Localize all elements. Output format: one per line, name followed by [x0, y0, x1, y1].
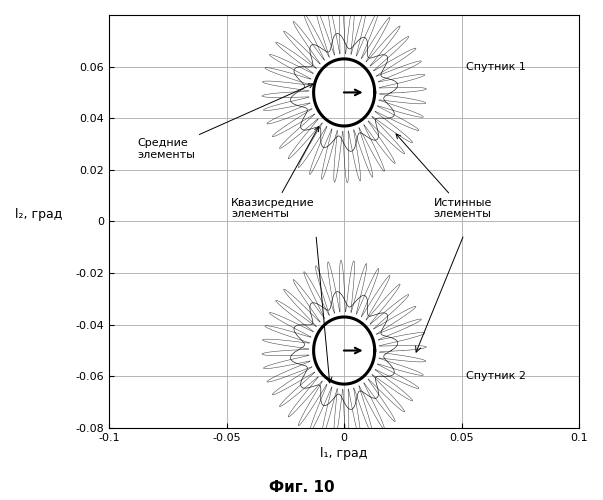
Text: Фиг. 10: Фиг. 10	[269, 480, 334, 495]
Y-axis label: l₂, град: l₂, град	[14, 208, 62, 222]
X-axis label: l₁, град: l₁, град	[320, 447, 368, 460]
Text: Спутник 2: Спутник 2	[466, 372, 526, 382]
Text: Спутник 1: Спутник 1	[466, 62, 526, 72]
Text: Средние
элементы: Средние элементы	[137, 84, 313, 160]
Text: Квазисредние
элементы: Квазисредние элементы	[232, 127, 319, 220]
Text: Истинные
элементы: Истинные элементы	[396, 134, 492, 220]
